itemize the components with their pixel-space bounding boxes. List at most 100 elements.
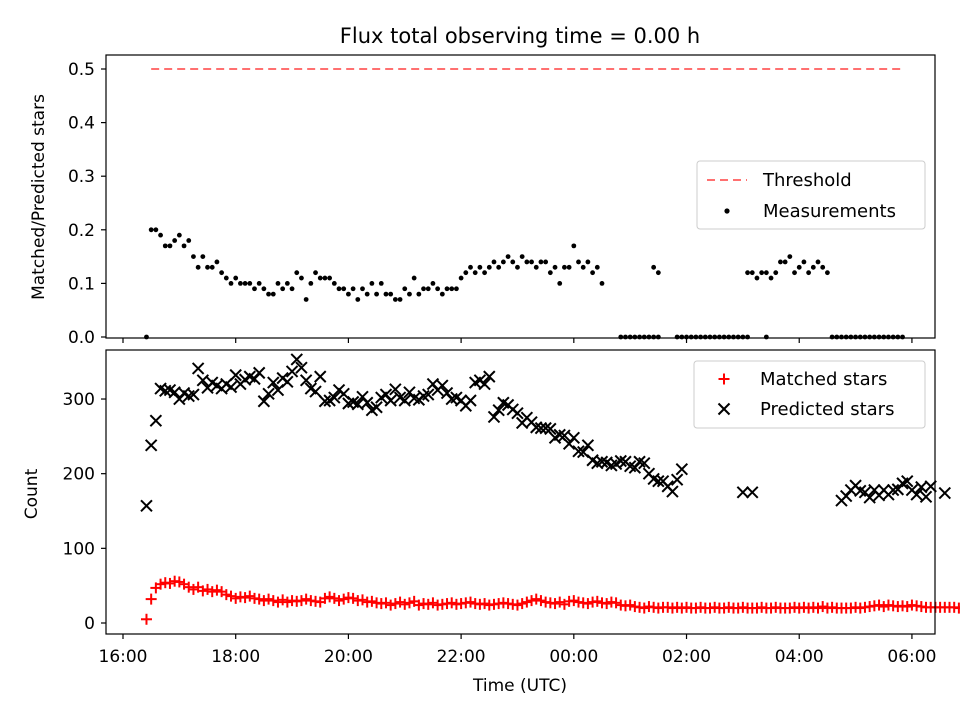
measurement-point [801,259,807,265]
measurement-point [632,334,638,340]
measurement-point [815,259,821,265]
measurement-point [289,286,295,292]
measurement-point [369,281,375,286]
predicted-legend-swatch [717,402,731,416]
predicted-star-point-stroke [915,480,928,494]
predicted-star-point-stroke [163,383,177,397]
measurement-point [458,275,464,281]
measurement-point [768,275,774,281]
predicted-star-point [919,490,933,504]
predicted-star-point [285,365,299,378]
measurement-point [247,281,253,286]
measurement-point [463,270,469,276]
predicted-star-point-stroke [614,454,627,468]
measurement-point [313,270,318,276]
measurement-point [557,281,563,286]
predicted-star-point-stroke [252,366,266,380]
measurement-point [735,334,741,340]
bottom-axes-frame [105,349,936,635]
top-y-tick-label: 0.3 [68,167,95,187]
measurement-point [881,334,887,340]
measurement-point [839,334,844,340]
matched-star-point [389,598,401,610]
predicted-star-point [746,486,759,499]
matched-star-point [446,597,458,609]
matched-star-point [554,596,566,608]
matched-star-point [319,592,331,604]
matched-star-point [140,613,152,625]
predicted-star-point-stroke [337,387,350,401]
matched-star-point [239,592,251,604]
predicted-star-point-stroke [901,474,914,488]
predicted-star-point-stroke [886,483,900,497]
measurement-point [477,264,483,270]
measurement-point [270,291,276,297]
top-legend-box [696,160,926,230]
predicted-star-point-stroke [229,368,242,382]
measurement-point [195,264,201,270]
measurement-point [843,334,849,340]
matched-star-point [427,597,439,609]
measurement-point [402,286,408,292]
measurement-point [848,334,854,340]
measurement-point [759,270,765,276]
predicted-star-point-stroke [938,486,952,500]
measurement-point [895,334,901,340]
measurement-point [252,286,257,292]
bottom-x-tick-label: 22:00 [437,647,486,667]
predicted-star-point-stroke [285,365,299,378]
measurement-point [472,270,478,276]
matched-star-point [601,598,613,610]
matched-star-point [422,598,434,610]
bottom-x-tick-label: 06:00 [887,647,936,667]
predicted-swatch-mark [717,402,731,416]
matched-swatch-mark [718,373,730,385]
predicted-star-point-stroke [511,406,524,420]
predicted-star-point [295,361,308,374]
predicted-star-point [149,414,163,427]
bottom-x-tick-label: 00:00 [549,647,598,667]
measurement-point [806,270,812,276]
predicted-star-point [191,362,205,375]
predicted-star-point-stroke [450,391,463,404]
predicted-star-point-stroke [149,414,163,427]
predicted-star-point-stroke [299,374,313,387]
measurement-point [721,334,727,340]
measurement-point [308,281,314,286]
predicted-star-point [360,396,374,409]
measurement-point [585,259,591,265]
predicted-star-point [262,387,275,401]
measurement-point [407,291,412,297]
predicted-star-point-stroke [257,395,271,408]
measurement-point [716,334,722,340]
bottom-x-tick-label: 20:00 [324,647,373,667]
measurement-point [787,254,793,259]
predicted-star-point [229,368,242,382]
bottom-y-axis-label: Count [22,468,42,519]
matched-legend-swatch [718,373,730,385]
measurement-point [646,334,652,340]
measurement-point [679,334,685,340]
predicted-star-point-stroke [144,439,158,452]
measurement-point [486,264,492,270]
predicted-star-point [553,428,566,442]
matched-star-point [521,596,533,608]
predicted-star-point-stroke [262,387,275,401]
bottom-y-tick-label: 200 [63,465,95,485]
measurement-point [900,334,905,340]
measurement-point [749,270,755,276]
measurement-point [144,334,149,340]
matched-star-point [244,590,256,602]
measurement-point [430,281,436,286]
measurement-point [454,286,459,292]
predicted-star-point-stroke [854,484,867,498]
measurement-point [792,270,797,276]
matched-star-point [197,585,209,597]
top-y-tick-label: 0.2 [68,221,95,241]
measurement-point [773,270,779,276]
measurement-point [421,286,426,292]
measurement-point [886,334,891,340]
predicted-star-point [328,391,341,404]
matched-star-point [610,597,622,609]
matched-star-point [385,599,397,611]
